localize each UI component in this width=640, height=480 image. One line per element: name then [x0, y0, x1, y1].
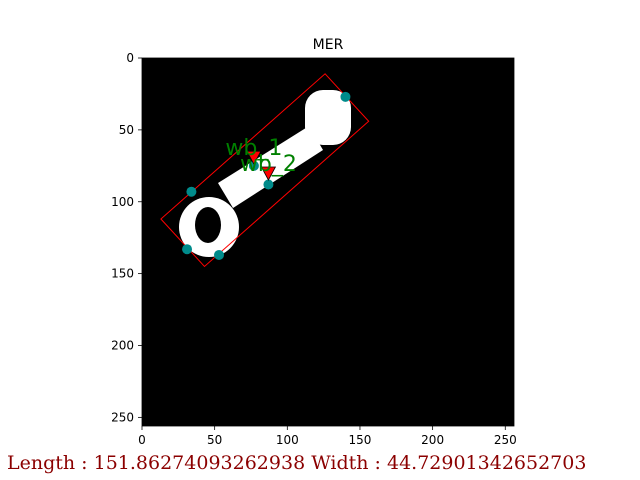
- x-tick-label: 200: [421, 433, 444, 447]
- corner-point: [186, 186, 197, 197]
- length-width-caption: Length : 151.86274093262938 Width : 44.7…: [7, 452, 587, 474]
- minimum-enclosing-rectangle: [160, 73, 370, 268]
- x-axis: 0 50 100 150 200 250: [138, 426, 517, 447]
- marker-label: wb_2: [240, 152, 297, 177]
- corner-point: [214, 249, 225, 260]
- y-tick-label: 100: [111, 195, 134, 209]
- y-tick-label: 250: [111, 410, 134, 424]
- y-axis: 0 50 100 150 200 250: [111, 51, 142, 424]
- corner-point: [182, 244, 193, 255]
- marker-triangle: [246, 150, 262, 166]
- y-tick-label: 0: [126, 51, 134, 65]
- x-tick-label: 0: [138, 433, 146, 447]
- y-tick-label: 200: [111, 339, 134, 353]
- corner-point: [263, 179, 274, 190]
- x-tick-label: 100: [276, 433, 299, 447]
- wrench-hole: [195, 207, 221, 243]
- wrench-head: [305, 90, 351, 145]
- y-tick-label: 150: [111, 267, 134, 281]
- x-tick-label: 150: [349, 433, 372, 447]
- markers: wb_1wb_2: [225, 136, 297, 181]
- corner-point: [248, 160, 259, 171]
- chart-title: MER: [313, 37, 344, 53]
- corner-point: [340, 91, 351, 102]
- marker-triangle: [260, 166, 277, 181]
- x-tick-label: 250: [494, 433, 517, 447]
- y-tick-label: 50: [119, 123, 134, 137]
- plot-frame: [141, 57, 515, 427]
- corner-points: [182, 91, 351, 260]
- marker-label: wb_1: [225, 136, 282, 161]
- x-tick-label: 50: [207, 433, 222, 447]
